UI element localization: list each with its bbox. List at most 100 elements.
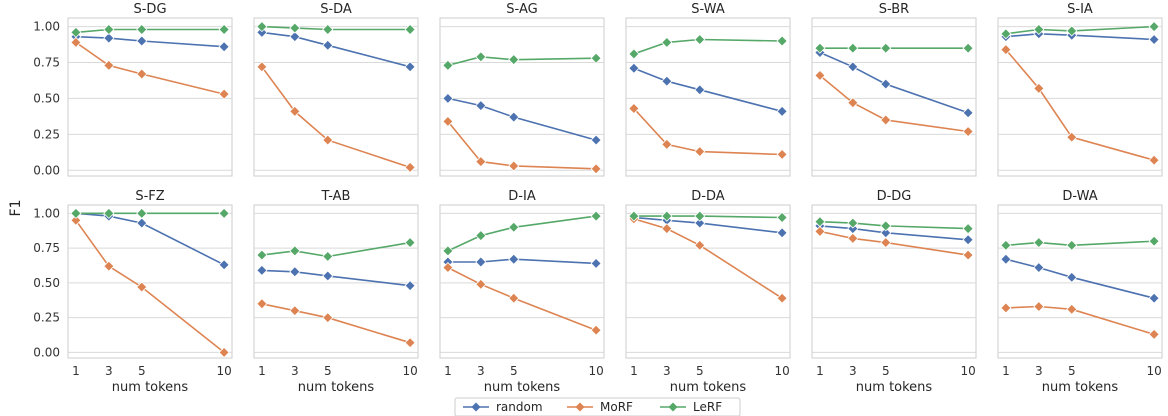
legend-marker: [668, 402, 678, 412]
data-point: [847, 61, 859, 73]
data-point: [880, 114, 892, 126]
data-point: [70, 26, 82, 38]
x-tick-label: 3: [105, 364, 113, 378]
data-point: [776, 148, 788, 161]
x-tick-label: 10: [588, 364, 603, 378]
legend-label: LeRF: [693, 400, 722, 414]
series-line: [447, 266, 597, 331]
series-lerf: [814, 42, 974, 54]
data-point: [256, 21, 268, 33]
data-point: [508, 253, 520, 265]
series-line: [1005, 32, 1155, 41]
data-point: [1066, 239, 1078, 251]
data-point: [103, 23, 115, 36]
series-morf: [628, 102, 788, 161]
series-morf: [256, 298, 416, 349]
series-line: [447, 215, 597, 252]
series-lerf: [628, 33, 788, 60]
data-point: [1033, 262, 1045, 274]
series-line: [633, 215, 783, 219]
x-axis-label: num tokens: [1042, 380, 1119, 395]
x-tick-label: 3: [849, 364, 857, 378]
data-point: [962, 107, 974, 119]
legend-item-lerf: LeRF: [660, 400, 722, 414]
data-point: [1000, 28, 1012, 40]
data-point: [218, 207, 230, 219]
data-point: [776, 211, 788, 224]
data-point: [136, 217, 148, 229]
data-point: [847, 217, 859, 229]
data-point: [218, 41, 230, 53]
legend-label: MoRF: [600, 400, 633, 414]
data-point: [1033, 23, 1045, 36]
x-tick-label: 5: [1068, 364, 1076, 378]
series-line: [819, 225, 969, 241]
panel-frame: [997, 17, 1163, 177]
panel-frame: [67, 204, 233, 359]
data-point: [590, 324, 602, 336]
data-point: [103, 32, 115, 44]
data-point: [508, 160, 520, 172]
y-tick-label: 0.50: [33, 276, 60, 290]
x-tick-label: 1: [816, 364, 824, 378]
data-point: [404, 23, 416, 36]
series-line: [633, 218, 783, 299]
data-point: [103, 260, 115, 272]
data-point: [694, 210, 706, 222]
legend: random MoRF LeRF: [454, 397, 741, 416]
data-point: [628, 102, 640, 115]
data-point: [661, 36, 673, 48]
panel-frame: [811, 17, 977, 177]
series-random: [442, 92, 602, 146]
data-point: [322, 270, 334, 282]
data-point: [103, 59, 115, 71]
x-tick-label: 5: [696, 364, 704, 378]
data-point: [136, 281, 148, 293]
series-morf: [442, 115, 602, 175]
series-line: [633, 38, 783, 55]
data-point: [1148, 21, 1160, 33]
data-point: [404, 236, 416, 249]
series-random: [814, 46, 974, 119]
series-lerf: [256, 21, 416, 36]
data-point: [1000, 239, 1012, 251]
data-point: [256, 249, 268, 261]
y-tick-label: 0.50: [33, 91, 60, 105]
legend-label: random: [496, 400, 543, 414]
series-random: [70, 31, 230, 53]
data-point: [1000, 302, 1012, 314]
series-line: [75, 28, 225, 34]
data-point: [1000, 253, 1012, 265]
series-random: [1000, 253, 1160, 304]
series-morf: [442, 262, 602, 336]
x-tick-label: 5: [138, 364, 146, 378]
data-point: [256, 264, 268, 276]
data-point: [442, 262, 454, 274]
x-tick-label: 5: [510, 364, 518, 378]
data-point: [814, 42, 826, 54]
data-point: [814, 69, 826, 82]
data-point: [1000, 44, 1012, 56]
x-tick-label: 10: [774, 364, 789, 378]
series-line: [261, 31, 411, 68]
panel-frame: [253, 204, 419, 359]
data-point: [962, 42, 974, 54]
panel-s-ia: S-IA: [997, 2, 1163, 177]
data-point: [962, 223, 974, 235]
data-point: [776, 292, 788, 304]
panel-t-ab: T-AB 1 3 5 10 num tokens: [253, 189, 419, 395]
x-axis-label: num tokens: [112, 380, 189, 395]
panel-s-fz: S-FZ 0.00 0.25 0.50 0.75 1.00 1 3 5 10 num tokens: [33, 189, 233, 395]
series-lerf: [1000, 21, 1160, 40]
series-line: [447, 97, 597, 141]
x-tick-label: 10: [1146, 364, 1161, 378]
data-point: [136, 207, 148, 219]
x-tick-label: 10: [960, 364, 975, 378]
data-point: [847, 232, 859, 244]
panel-title: D-WA: [1062, 189, 1097, 204]
data-point: [628, 210, 640, 222]
x-tick-label: 3: [1035, 364, 1043, 378]
series-random: [628, 62, 788, 117]
data-point: [70, 214, 82, 226]
data-point: [628, 62, 640, 74]
